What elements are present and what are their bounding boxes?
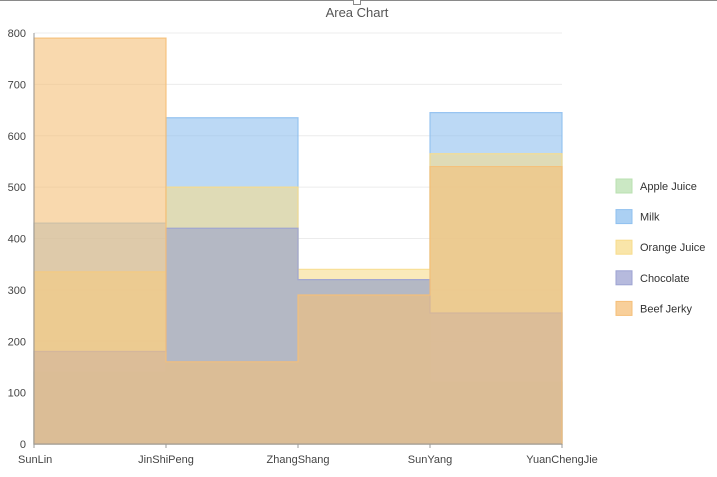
legend: Apple Juice Milk Orange Juice Chocolate Beef… bbox=[615, 178, 705, 316]
x-tick-label: SunYang bbox=[408, 454, 452, 466]
y-tick-label: 800 bbox=[8, 28, 26, 40]
legend-swatch bbox=[615, 270, 633, 286]
legend-label[interactable]: Milk bbox=[640, 212, 660, 224]
y-tick-label: 200 bbox=[8, 336, 26, 348]
y-tick-label: 500 bbox=[8, 182, 26, 194]
axes: 0 100 200 300 400 500 600 700 800 SunLin JinShiPen… bbox=[8, 28, 598, 466]
y-tick-label: 300 bbox=[8, 285, 26, 297]
series-area[interactable] bbox=[33, 37, 563, 445]
legend-label[interactable]: Orange Juice bbox=[640, 242, 705, 254]
legend-label[interactable]: Apple Juice bbox=[640, 181, 697, 193]
legend-swatch bbox=[615, 300, 633, 316]
chart-title: Area Chart bbox=[326, 5, 389, 20]
x-tick-label: SunLin bbox=[18, 454, 52, 466]
series-areas bbox=[33, 37, 563, 445]
x-tick-label: JinShiPeng bbox=[138, 454, 194, 466]
resize-handle[interactable] bbox=[353, 0, 361, 5]
legend-swatch bbox=[615, 239, 633, 255]
y-tick-label: 700 bbox=[8, 79, 26, 91]
y-tick-label: 100 bbox=[8, 388, 26, 400]
y-tick-label: 400 bbox=[8, 234, 26, 246]
legend-label[interactable]: Beef Jerky bbox=[640, 303, 692, 315]
y-tick-label: 600 bbox=[8, 131, 26, 143]
legend-swatch bbox=[615, 209, 633, 225]
x-tick-label: YuanChengJie bbox=[526, 454, 598, 466]
x-tick-label: ZhangShang bbox=[267, 454, 330, 466]
y-tick-label: 0 bbox=[20, 439, 26, 451]
legend-label[interactable]: Chocolate bbox=[640, 273, 690, 285]
legend-swatch bbox=[615, 178, 633, 194]
